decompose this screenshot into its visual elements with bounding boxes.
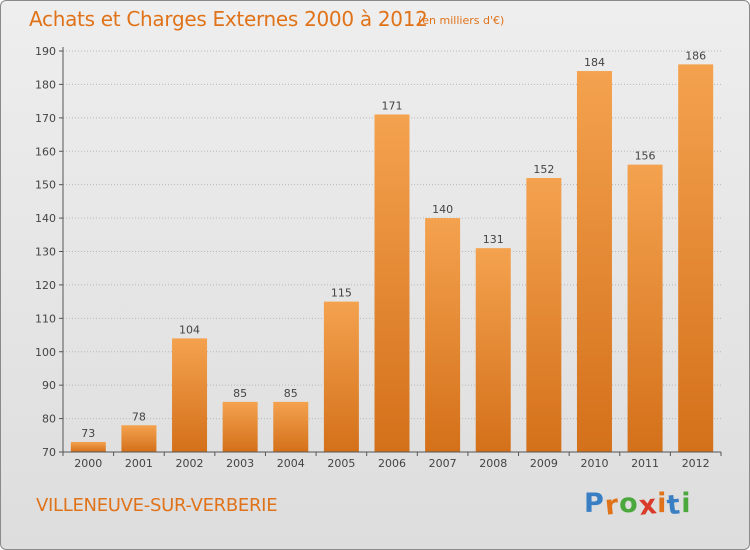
y-tick-label: 170: [35, 112, 56, 125]
x-tick-label: 2012: [682, 457, 710, 470]
bar-value-label: 184: [584, 56, 605, 69]
x-tick-label: 2005: [327, 457, 355, 470]
y-tick-label: 150: [35, 179, 56, 192]
x-tick-label: 2000: [74, 457, 102, 470]
x-tick-label: 2002: [176, 457, 204, 470]
x-tick-label: 2011: [631, 457, 659, 470]
x-tick-label: 2008: [479, 457, 507, 470]
bar-value-label: 140: [432, 203, 453, 216]
bar-value-label: 78: [132, 410, 146, 423]
bar-value-label: 104: [179, 323, 200, 336]
y-tick-label: 130: [35, 246, 56, 259]
bars: 73 78 104 85 85 115 171 140 131 152 184 156 186: [70, 49, 714, 453]
bar-2000: [70, 441, 106, 452]
y-tick-label: 80: [42, 413, 56, 426]
y-tick-label: 180: [35, 78, 56, 91]
bar-2009: [526, 177, 562, 452]
x-tick-label: 2009: [530, 457, 558, 470]
chart-title: Achats et Charges Externes 2000 à 2012: [29, 7, 428, 31]
bar-2001: [121, 425, 157, 452]
bar-2003: [222, 401, 258, 452]
bar-value-label: 115: [331, 287, 352, 300]
bar-value-label: 152: [533, 163, 554, 176]
x-tick-label: 2003: [226, 457, 254, 470]
x-tick-label: 2010: [580, 457, 608, 470]
y-tick-label: 110: [35, 312, 56, 325]
bar-2005: [323, 301, 359, 452]
bar-value-label: 85: [284, 387, 298, 400]
y-tick-label: 140: [35, 212, 56, 225]
bar-value-label: 186: [685, 49, 706, 62]
bar-2006: [374, 114, 410, 452]
x-tick-label: 2004: [277, 457, 305, 470]
x-tick-label: 2006: [378, 457, 406, 470]
y-tick-label: 120: [35, 279, 56, 292]
bar-value-label: 156: [635, 150, 656, 163]
y-tick-label: 160: [35, 145, 56, 158]
bar-2012: [678, 64, 714, 452]
location-label: VILLENEUVE-SUR-VERBERIE: [36, 495, 278, 516]
chart-subtitle: (en milliers d'€): [418, 14, 505, 27]
bar-value-label: 171: [382, 99, 403, 112]
bar-2010: [576, 71, 612, 453]
proxiti-logo[interactable]: Proxiti: [584, 488, 692, 522]
x-tick-label: 2007: [429, 457, 457, 470]
x-tick-label: 2001: [125, 457, 153, 470]
y-tick-label: 100: [35, 346, 56, 359]
bar-2002: [172, 338, 208, 452]
bar-2007: [425, 218, 461, 452]
y-tick-label: 70: [42, 446, 56, 459]
bar-2008: [475, 248, 511, 452]
bar-value-label: 131: [483, 233, 504, 246]
bar-value-label: 73: [81, 427, 95, 440]
bar-2004: [273, 401, 309, 452]
y-tick-label: 190: [35, 45, 56, 58]
bar-2011: [627, 164, 663, 452]
axes: 70 80 90 100 110 120 130 140 150 160 170 180 190 2000…: [35, 45, 722, 470]
bar-value-label: 85: [233, 387, 247, 400]
y-tick-label: 90: [42, 379, 56, 392]
